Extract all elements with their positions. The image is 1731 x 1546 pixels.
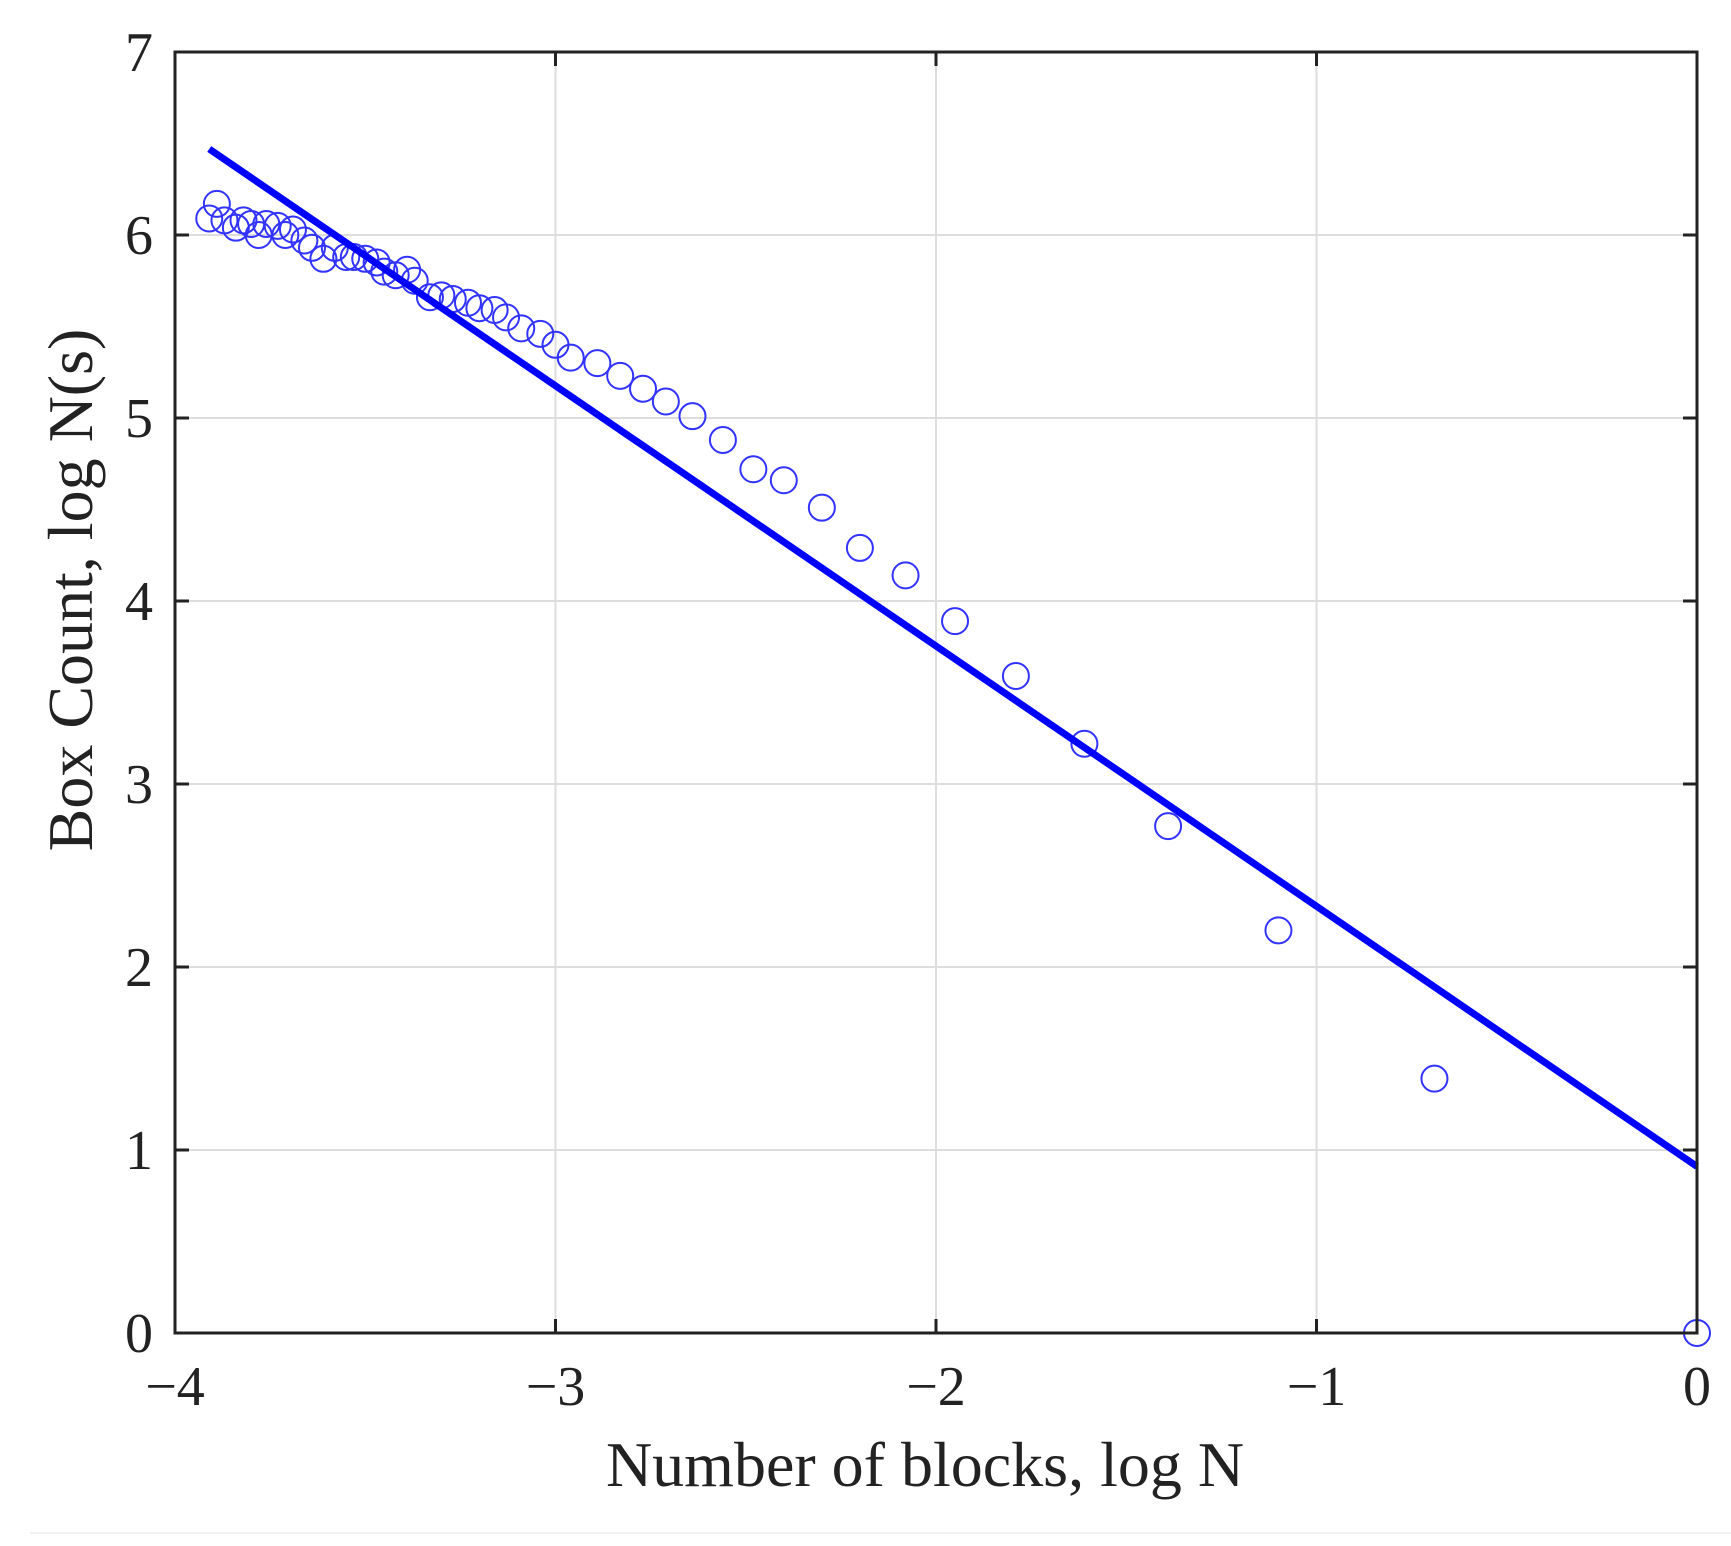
data-point [263, 211, 292, 240]
x-tick-label: −1 [1287, 1356, 1347, 1418]
data-point [845, 533, 874, 562]
data-point [769, 466, 798, 495]
data-point [507, 314, 536, 343]
data-point [297, 233, 326, 262]
data-point [271, 221, 300, 249]
data-point [309, 244, 338, 273]
data-point [492, 303, 521, 332]
bottom-rule [30, 1532, 1731, 1534]
data-point [629, 374, 658, 403]
data-point [362, 248, 391, 277]
data-point [583, 349, 612, 378]
data-point [651, 387, 680, 416]
y-tick-label: 5 [125, 388, 153, 450]
data-point [1070, 729, 1099, 758]
x-tick-label: −4 [145, 1356, 205, 1418]
data-point [556, 343, 585, 372]
data-point [351, 244, 380, 273]
x-tick-label: −3 [526, 1356, 586, 1418]
y-tick-label: 0 [125, 1303, 153, 1365]
data-point [370, 257, 399, 286]
y-tick-label: 6 [125, 205, 153, 267]
data-point [465, 294, 494, 323]
x-axis-label: Number of blocks, log N [606, 1429, 1244, 1500]
data-point [941, 607, 970, 636]
axis-ticks [173, 50, 1699, 1335]
y-tick-label: 7 [125, 22, 153, 84]
fit-line [207, 146, 1699, 1170]
y-axis-label: Box Count, log N(s) [35, 329, 106, 852]
data-point [278, 215, 307, 244]
data-point [807, 493, 836, 522]
data-point [202, 189, 231, 218]
data-point [290, 226, 319, 255]
data-point [1420, 1064, 1449, 1093]
plot-series [195, 146, 1711, 1347]
x-tick-label: 0 [1683, 1356, 1711, 1418]
data-point [678, 402, 707, 431]
tick-labels: −4 −3 −2 −1 0 0 1 2 3 4 5 6 7 [125, 22, 1711, 1418]
grid-lines [175, 52, 1697, 1333]
y-tick-label: 1 [125, 1120, 153, 1182]
data-point [739, 455, 768, 484]
data-point [891, 561, 920, 590]
data-point [415, 283, 444, 312]
data-point [195, 204, 224, 233]
data-point [1154, 812, 1183, 841]
y-tick-label: 3 [125, 754, 153, 816]
data-point [1264, 916, 1293, 945]
x-tick-label: −2 [906, 1356, 966, 1418]
data-point [1001, 662, 1030, 691]
y-tick-label: 2 [125, 937, 153, 999]
data-point [526, 319, 555, 348]
y-tick-label: 4 [125, 571, 153, 633]
data-point [606, 361, 635, 390]
data-point [708, 425, 737, 454]
